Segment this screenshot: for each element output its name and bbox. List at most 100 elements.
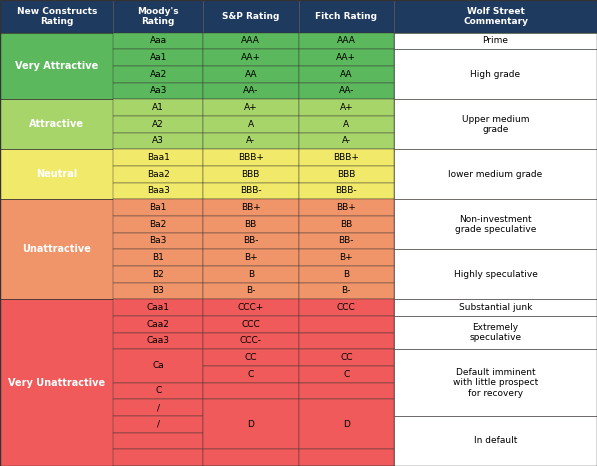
Bar [0, 366, 113, 383]
Bar [0, 149, 113, 166]
Bar [113, 49, 203, 66]
Text: BBB+: BBB+ [333, 153, 359, 162]
Bar [0, 0, 113, 33]
Bar [113, 449, 203, 466]
Bar [203, 316, 298, 333]
Text: CCC-: CCC- [240, 336, 261, 345]
Bar [394, 49, 597, 99]
Bar [298, 249, 394, 266]
Bar [0, 216, 113, 233]
Bar [203, 0, 298, 33]
Text: AA: AA [340, 70, 352, 79]
Bar [203, 133, 298, 149]
Text: A: A [248, 120, 254, 129]
Text: Caa3: Caa3 [147, 336, 170, 345]
Bar [203, 49, 298, 66]
Text: Fitch Rating: Fitch Rating [315, 12, 377, 21]
Bar [298, 399, 394, 449]
Text: Moody's
Rating: Moody's Rating [137, 7, 179, 26]
Text: CCC: CCC [241, 320, 260, 329]
Bar [298, 366, 394, 383]
Bar [298, 133, 394, 149]
Text: A-: A- [246, 137, 256, 145]
Text: High grade: High grade [470, 70, 521, 79]
Bar [203, 416, 298, 432]
Bar [113, 432, 203, 449]
Bar [113, 99, 203, 116]
Bar [394, 99, 597, 149]
Text: B-: B- [341, 287, 351, 295]
Bar [0, 449, 113, 466]
Bar [394, 249, 597, 299]
Bar [298, 216, 394, 233]
Bar [203, 82, 298, 99]
Bar [203, 383, 298, 399]
Bar [203, 283, 298, 299]
Bar [298, 299, 394, 316]
Text: Unattractive: Unattractive [22, 244, 91, 254]
Bar [203, 449, 298, 466]
Bar [0, 299, 113, 466]
Text: BB-: BB- [243, 236, 259, 246]
Bar [113, 249, 203, 266]
Bar [203, 316, 298, 333]
Bar [0, 99, 113, 149]
Bar [394, 416, 597, 432]
Bar [203, 233, 298, 249]
Bar [203, 366, 298, 383]
Text: D: D [247, 420, 254, 429]
Text: A2: A2 [152, 120, 164, 129]
Text: A: A [343, 120, 349, 129]
Bar [298, 149, 394, 166]
Bar [113, 333, 203, 350]
Bar [203, 249, 298, 266]
Bar [113, 416, 203, 432]
Text: AA-: AA- [243, 87, 259, 96]
Bar [298, 383, 394, 399]
Bar [298, 82, 394, 99]
Bar [203, 199, 298, 216]
Text: BBB: BBB [337, 170, 355, 179]
Bar [203, 99, 298, 116]
Text: C: C [155, 386, 161, 396]
Bar [298, 82, 394, 99]
Bar [113, 149, 203, 166]
Bar [113, 449, 203, 466]
Text: In default: In default [474, 437, 517, 445]
Bar [298, 33, 394, 49]
Bar [394, 249, 597, 266]
Text: AA+: AA+ [336, 53, 356, 62]
Bar [203, 166, 298, 183]
Text: Prime: Prime [482, 36, 509, 46]
Bar [394, 350, 597, 416]
Bar [298, 432, 394, 449]
Text: Baa2: Baa2 [147, 170, 170, 179]
Bar [394, 166, 597, 183]
Bar [113, 283, 203, 299]
Text: Baa3: Baa3 [147, 186, 170, 195]
Bar [203, 99, 298, 116]
Bar [113, 333, 203, 350]
Bar [113, 350, 203, 366]
Bar [113, 383, 203, 399]
Bar [298, 316, 394, 333]
Bar [113, 0, 203, 33]
Bar [113, 399, 203, 416]
Bar [203, 183, 298, 199]
Bar [113, 49, 203, 66]
Text: /: / [156, 420, 160, 429]
Text: Caa2: Caa2 [147, 320, 170, 329]
Bar [0, 350, 113, 366]
Text: A1: A1 [152, 103, 164, 112]
Bar [113, 233, 203, 249]
Bar [298, 233, 394, 249]
Bar [113, 66, 203, 82]
Text: Ba2: Ba2 [150, 220, 167, 229]
Bar [113, 166, 203, 183]
Bar [203, 249, 298, 266]
Bar [298, 449, 394, 466]
Text: Wolf Street
Commentary: Wolf Street Commentary [463, 7, 528, 26]
Bar [298, 233, 394, 249]
Bar [0, 33, 113, 49]
Bar [203, 333, 298, 350]
